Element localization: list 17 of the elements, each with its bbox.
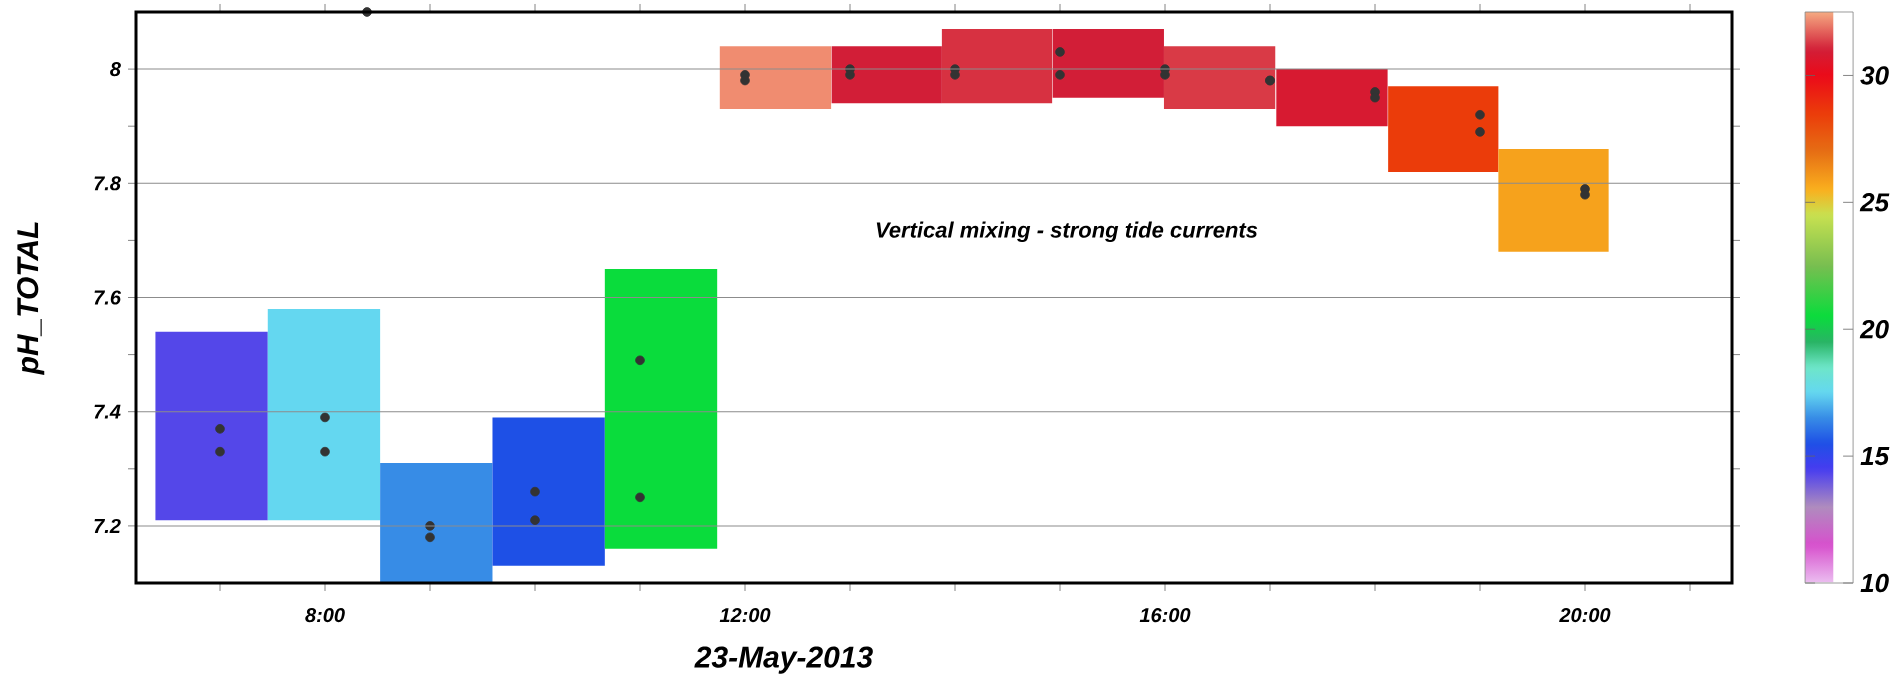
x-tick-label: 20:00 bbox=[1559, 608, 1611, 623]
y-tick-label: 7.2 bbox=[94, 518, 121, 533]
color-bar-label: 20 bbox=[1859, 320, 1889, 339]
y-tick-label: 7.6 bbox=[94, 290, 122, 305]
x-tick-label: 8:00 bbox=[305, 608, 345, 623]
y-axis-title: pH_TOTAL bbox=[17, 222, 45, 376]
y-tick-label: 7.8 bbox=[94, 176, 121, 191]
color-bar-label: 25 bbox=[1859, 193, 1890, 212]
annotation: Vertical mixing - strong tide currents bbox=[876, 221, 1258, 243]
x-tick-label: 12:00 bbox=[719, 608, 771, 623]
color-bar-label: 15 bbox=[1860, 447, 1890, 466]
x-tick-label: 16:00 bbox=[1139, 608, 1191, 623]
color-bar-label: 10 bbox=[1860, 573, 1889, 593]
y-tick-label: 7.4 bbox=[94, 404, 121, 419]
y-tick-label: 8 bbox=[110, 62, 121, 77]
color-bar-label: 30 bbox=[1860, 66, 1889, 85]
x-axis-title: 23-May-2013 bbox=[694, 646, 873, 674]
